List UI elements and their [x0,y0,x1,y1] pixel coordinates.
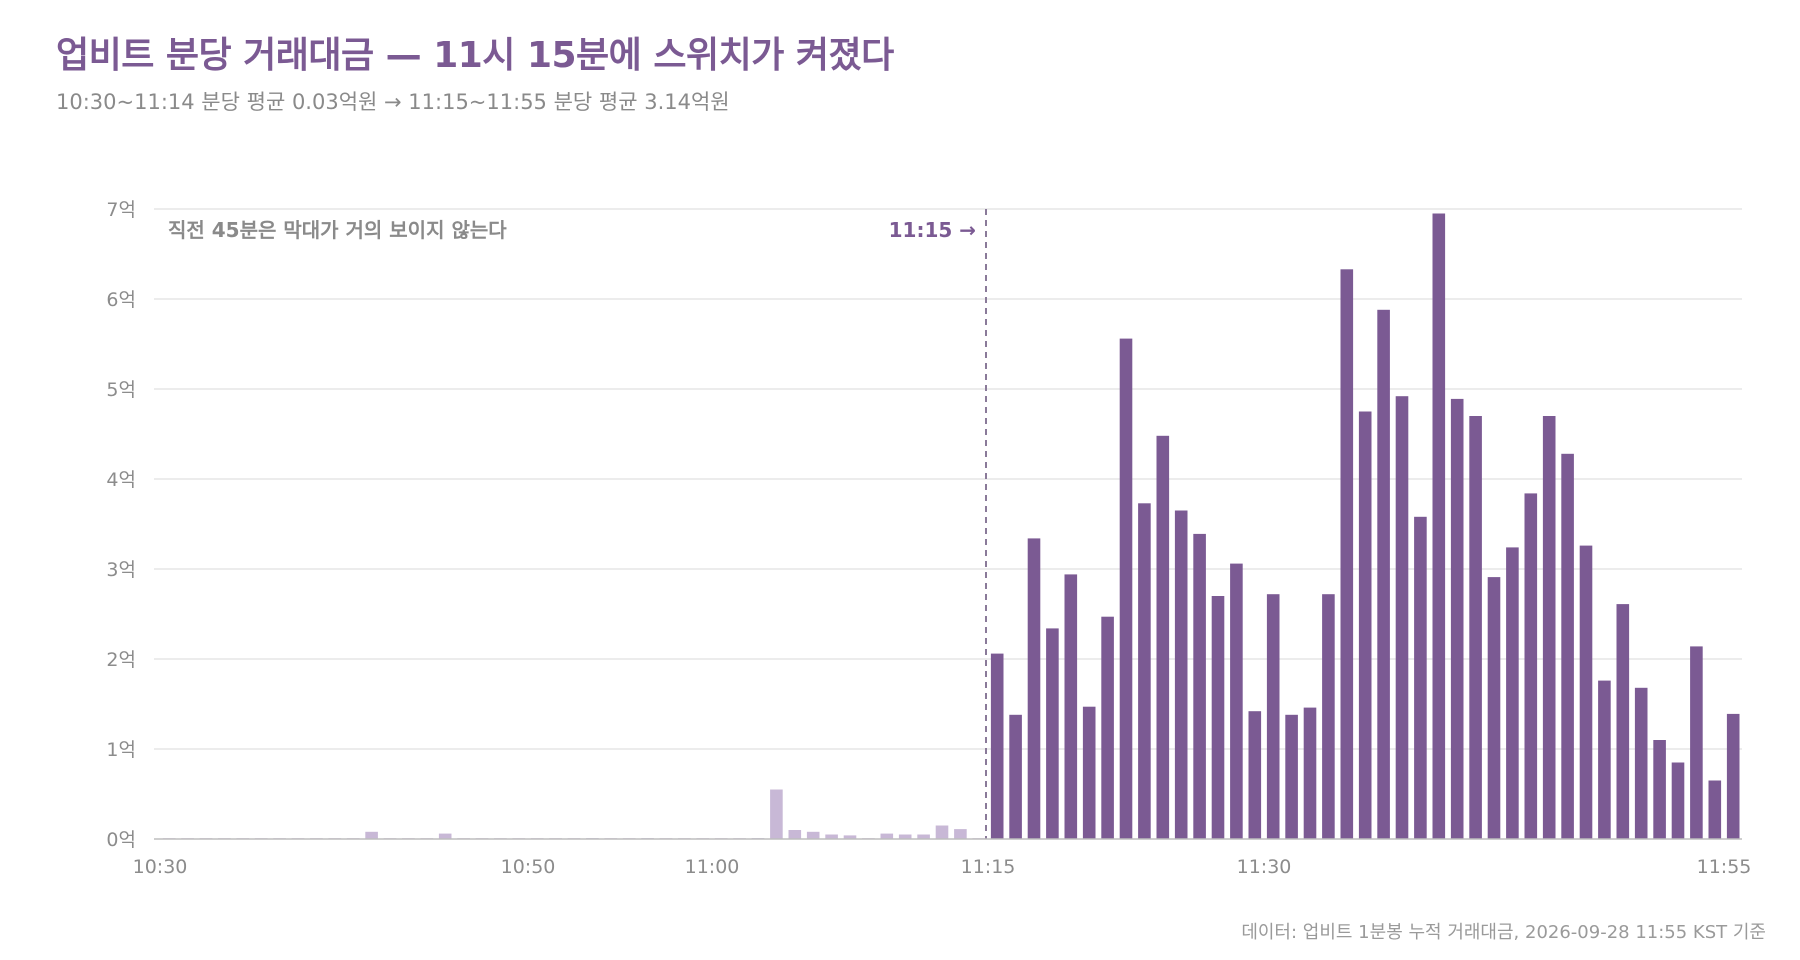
bar [1487,577,1501,839]
y-tick-label: 4억 [106,469,136,491]
bar [1395,396,1409,839]
y-tick-label: 2억 [106,649,136,671]
bar [1193,533,1206,839]
bar [365,831,378,839]
bar [1156,435,1170,839]
y-tick-label: 7억 [106,199,136,221]
bar [1285,714,1298,839]
x-axis-ticks: 10:30 10:50 11:00 11:15 11:30 11:55 [133,856,1752,878]
bar [1432,213,1446,839]
bars [162,213,1740,839]
x-tick-label: 10:30 [133,856,188,878]
bar [1211,596,1225,839]
x-tick-label: 11:00 [685,856,740,878]
bar [1450,398,1464,839]
bar [1469,416,1482,839]
bar [1322,594,1335,839]
bar [806,831,820,839]
bar [1671,762,1685,839]
chart-title: 업비트 분당 거래대금 — 11시 15분에 스위치가 켜졌다 [56,35,894,76]
bar [1027,538,1041,839]
bar [1138,503,1151,839]
bar [1616,604,1630,839]
bar [898,834,912,839]
y-axis-ticks: 0억 1억 2억 3억 4억 5억 6억 7억 [106,199,136,851]
bar [1708,780,1722,839]
bar [1266,594,1280,839]
bar [770,789,783,839]
chart-subtitle: 10:30~11:14 분당 평균 0.03억원 → 11:15~11:55 분… [56,90,730,114]
bar [1561,453,1574,839]
bar [788,830,802,839]
x-tick-label: 11:15 [961,856,1016,878]
bar [1506,547,1519,839]
bar [1653,740,1666,839]
bar [1726,713,1740,839]
bar [1119,338,1133,839]
bar [1690,646,1703,839]
grid-lines [154,208,1742,750]
bar [1598,680,1611,839]
bar [1174,510,1188,839]
bar [843,835,857,839]
data-source-note: 데이터: 업비트 1분봉 누적 거래대금, 2026-09-28 11:55 K… [1241,922,1766,943]
bar-chart: 0억 1억 2억 3억 4억 5억 6억 7억 11:15 → 직전 45분은 막대가 거의 … [106,199,1752,878]
bar [1358,411,1372,839]
bar [935,825,949,839]
switch-marker-label: 11:15 → [889,218,976,242]
bar [1303,707,1317,839]
bar [1377,309,1390,839]
bar [1340,269,1354,839]
y-tick-label: 5억 [106,379,136,401]
bar [1009,714,1022,839]
y-tick-label: 6억 [106,289,136,311]
bar [1248,711,1262,839]
bar [438,833,452,839]
bar [1634,687,1648,839]
x-tick-label: 11:30 [1237,856,1292,878]
bar [1542,416,1556,839]
quiet-period-annotation: 직전 45분은 막대가 거의 보이지 않는다 [168,218,507,242]
x-tick-label: 11:55 [1697,856,1752,878]
y-tick-label: 3억 [106,559,136,581]
bar [1064,574,1078,839]
y-tick-label: 1억 [106,739,136,761]
bar [1046,628,1059,839]
bar [1082,706,1096,839]
bar [1524,493,1538,839]
y-tick-label: 0억 [106,829,136,851]
bar [1101,616,1114,839]
bar [990,653,1004,839]
bar [1414,516,1427,839]
bar [825,834,838,839]
bar [917,834,930,839]
bar [954,829,967,839]
x-tick-label: 10:50 [501,856,556,878]
bar [1579,545,1593,839]
bar [1230,563,1243,839]
bar [880,833,894,839]
